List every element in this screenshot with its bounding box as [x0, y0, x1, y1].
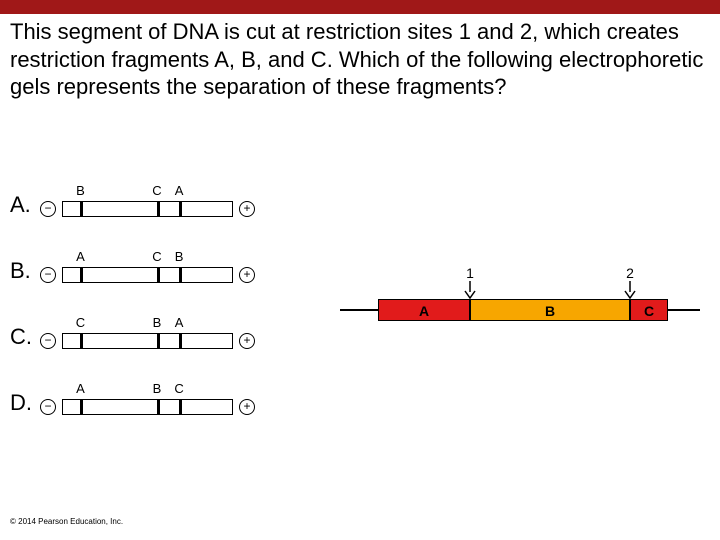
- positive-pole-icon: +: [239, 399, 255, 415]
- cut-site-marker: 2: [624, 265, 636, 299]
- negative-pole-icon: −: [40, 201, 56, 217]
- gel-band: [80, 400, 83, 414]
- band-label: B: [175, 249, 184, 264]
- gel-band: [179, 268, 182, 282]
- positive-pole-icon: +: [239, 201, 255, 217]
- band-label: B: [76, 183, 85, 198]
- choice-row[interactable]: A.− + B CA: [10, 175, 255, 235]
- dna-fragment: C: [630, 299, 668, 321]
- band-label: C: [152, 249, 161, 264]
- dna-backbone-line: [340, 309, 378, 311]
- negative-pole-icon: −: [40, 333, 56, 349]
- answer-choices: A.−+BCAB.−+ACBC.−+CBAD.−+ABC: [10, 175, 255, 439]
- band-label: C: [174, 381, 183, 396]
- gel-band: [80, 202, 83, 216]
- dna-fragment: B: [470, 299, 630, 321]
- positive-pole-icon: +: [239, 267, 255, 283]
- dna-diagram: ABC 1 2: [340, 265, 700, 335]
- choice-row[interactable]: C.− + C BA: [10, 307, 255, 367]
- cut-site-label: 1: [464, 265, 476, 281]
- choice-label: A.: [10, 192, 40, 218]
- gel-lane: − + B CA: [40, 183, 255, 227]
- arrow-down-icon: [624, 281, 636, 299]
- band-label: A: [76, 249, 85, 264]
- cut-site-label: 2: [624, 265, 636, 281]
- gel-band: [157, 268, 160, 282]
- gel-band: [157, 334, 160, 348]
- negative-pole-icon: −: [40, 267, 56, 283]
- band-label: A: [175, 315, 184, 330]
- choice-label: C.: [10, 324, 40, 350]
- gel-lane: − + A BC: [40, 381, 255, 425]
- gel-track: [62, 333, 233, 349]
- gel-band: [80, 268, 83, 282]
- choice-row[interactable]: B.− + A CB: [10, 241, 255, 301]
- arrow-down-icon: [464, 281, 476, 299]
- negative-pole-icon: −: [40, 399, 56, 415]
- gel-track: [62, 201, 233, 217]
- gel-band: [157, 400, 160, 414]
- gel-band: [179, 202, 182, 216]
- dna-backbone-line: [668, 309, 700, 311]
- band-label: B: [153, 315, 162, 330]
- band-label: A: [76, 381, 85, 396]
- gel-band: [179, 400, 182, 414]
- question-text: This segment of DNA is cut at restrictio…: [0, 14, 720, 101]
- gel-lane: − + C BA: [40, 315, 255, 359]
- band-label: A: [175, 183, 184, 198]
- cut-site-marker: 1: [464, 265, 476, 299]
- dna-fragment: A: [378, 299, 470, 321]
- gel-band: [157, 202, 160, 216]
- choice-row[interactable]: D.− + A BC: [10, 373, 255, 433]
- gel-band: [80, 334, 83, 348]
- choice-label: D.: [10, 390, 40, 416]
- band-label: C: [152, 183, 161, 198]
- band-label: B: [153, 381, 162, 396]
- choice-label: B.: [10, 258, 40, 284]
- top-accent-bar: [0, 0, 720, 14]
- positive-pole-icon: +: [239, 333, 255, 349]
- gel-track: [62, 267, 233, 283]
- gel-track: [62, 399, 233, 415]
- band-label: C: [76, 315, 85, 330]
- gel-lane: − + A CB: [40, 249, 255, 293]
- gel-band: [179, 334, 182, 348]
- copyright-text: © 2014 Pearson Education, Inc.: [10, 517, 123, 526]
